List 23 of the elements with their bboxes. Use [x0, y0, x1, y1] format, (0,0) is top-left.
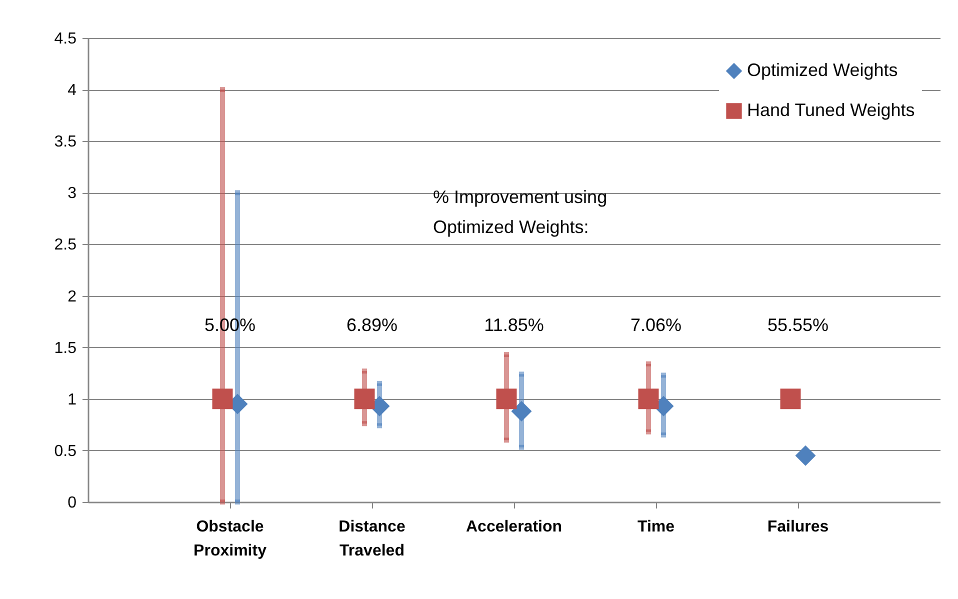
annotation: 5.00%	[204, 315, 256, 335]
annotation: 11.85%	[484, 315, 544, 335]
y-tick-label: 0	[68, 494, 77, 512]
x-tick-label: Obstacle Proximity	[194, 518, 267, 560]
annotation: 55.55%	[767, 315, 829, 335]
x-tick-label: Time	[637, 518, 675, 536]
y-tick-label: 4	[68, 82, 77, 100]
legend-label: Hand Tuned Weights	[747, 100, 915, 120]
y-tick-label: 2	[68, 288, 77, 306]
annotation: 6.89%	[346, 315, 398, 335]
y-tick-label: 1.5	[54, 340, 77, 357]
y-tick-label: 2.5	[54, 236, 77, 254]
y-tick-label: 0.5	[54, 442, 77, 460]
y-tick-label: 3.5	[54, 134, 77, 151]
x-tick-label: Distance Traveled	[338, 518, 406, 560]
legend-label: Optimized Weights	[747, 60, 898, 80]
y-tick-label: 1	[68, 391, 77, 408]
y-tick-label: 3	[68, 185, 77, 202]
x-tick-label: Acceleration	[466, 518, 562, 536]
x-tick-label: Failures	[767, 518, 829, 536]
annotation: 7.06%	[630, 315, 682, 335]
annotation: % Improvement using Optimized Weights:	[433, 187, 608, 237]
y-tick-label: 4.5	[54, 30, 77, 48]
